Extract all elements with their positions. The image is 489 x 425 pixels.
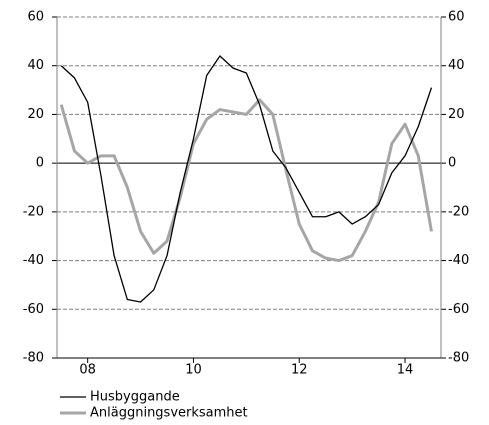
legend-label: Husbyggande (90, 390, 180, 405)
y2-tick-label: -40 (448, 253, 469, 268)
y2-tick-label: 20 (448, 107, 465, 122)
y-tick-label: 40 (27, 58, 44, 73)
y-tick-label: -40 (23, 253, 44, 268)
y2-tick-label: 40 (448, 58, 465, 73)
x-tick-label: 10 (185, 363, 202, 378)
y-tick-label: -60 (23, 302, 44, 317)
y2-tick-label: 0 (448, 156, 456, 171)
y-tick-label: 0 (36, 156, 44, 171)
y-tick-label: 60 (27, 10, 44, 25)
series-line (59, 98, 433, 263)
x-tick-label: 08 (79, 363, 96, 378)
y2-tick-label: -80 (448, 351, 469, 366)
y-tick-label: 20 (27, 107, 44, 122)
y2-tick-label: -20 (448, 204, 469, 219)
x-tick-label: 12 (291, 363, 308, 378)
legend-label: Anläggningsverksamhet (90, 406, 248, 421)
y2-tick-label: 60 (448, 10, 465, 25)
series-line (60, 55, 433, 303)
y-tick-label: -20 (23, 204, 44, 219)
y2-tick-label: -60 (448, 302, 469, 317)
y-tick-label: -80 (23, 351, 44, 366)
x-tick-label: 14 (397, 363, 414, 378)
